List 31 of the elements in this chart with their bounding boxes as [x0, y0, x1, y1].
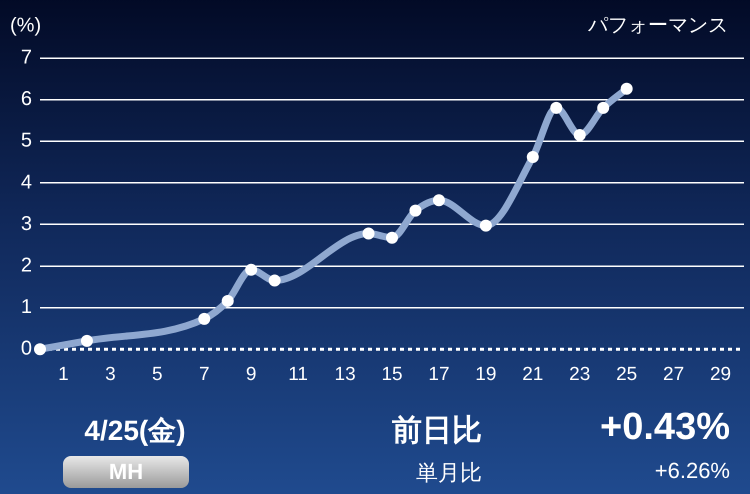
y-tick-label: 5 — [20, 130, 32, 152]
x-tick-label: 5 — [152, 364, 163, 385]
x-tick-label: 29 — [710, 364, 732, 385]
x-tick-label: 13 — [334, 364, 356, 385]
text: +0.43% — [600, 406, 730, 448]
x-tick-label: 23 — [569, 364, 590, 385]
text: 単月比 — [416, 460, 482, 485]
text: +6.26% — [654, 458, 730, 483]
x-tick-label: 25 — [616, 364, 638, 385]
text: MH — [108, 459, 144, 484]
y-tick-label: 2 — [20, 254, 32, 277]
y-tick-label: 4 — [20, 171, 32, 194]
y-tick-label: 1 — [20, 296, 32, 318]
x-tick-label: 27 — [663, 364, 684, 385]
x-tick-label: 17 — [428, 364, 450, 385]
chart-title: パフォーマンス — [587, 14, 728, 37]
text: 4/25(金) — [84, 415, 186, 446]
x-tick-label: 11 — [288, 364, 308, 385]
y-tick-label: 0 — [20, 338, 32, 360]
y-tick-label: 3 — [20, 212, 32, 235]
x-tick-label: 15 — [381, 364, 403, 385]
x-tick-label: 9 — [246, 364, 256, 385]
x-tick-label: 19 — [475, 364, 496, 385]
y-tick-label: 6 — [20, 88, 32, 110]
text: 前日比 — [392, 414, 482, 447]
x-tick-label: 3 — [105, 364, 116, 385]
x-tick-label: 1 — [58, 364, 69, 385]
x-tick-label: 21 — [522, 364, 544, 385]
y-tick-label: 7 — [20, 46, 32, 69]
x-tick-label: 7 — [198, 364, 210, 385]
y-axis-title: (%) — [10, 14, 42, 37]
